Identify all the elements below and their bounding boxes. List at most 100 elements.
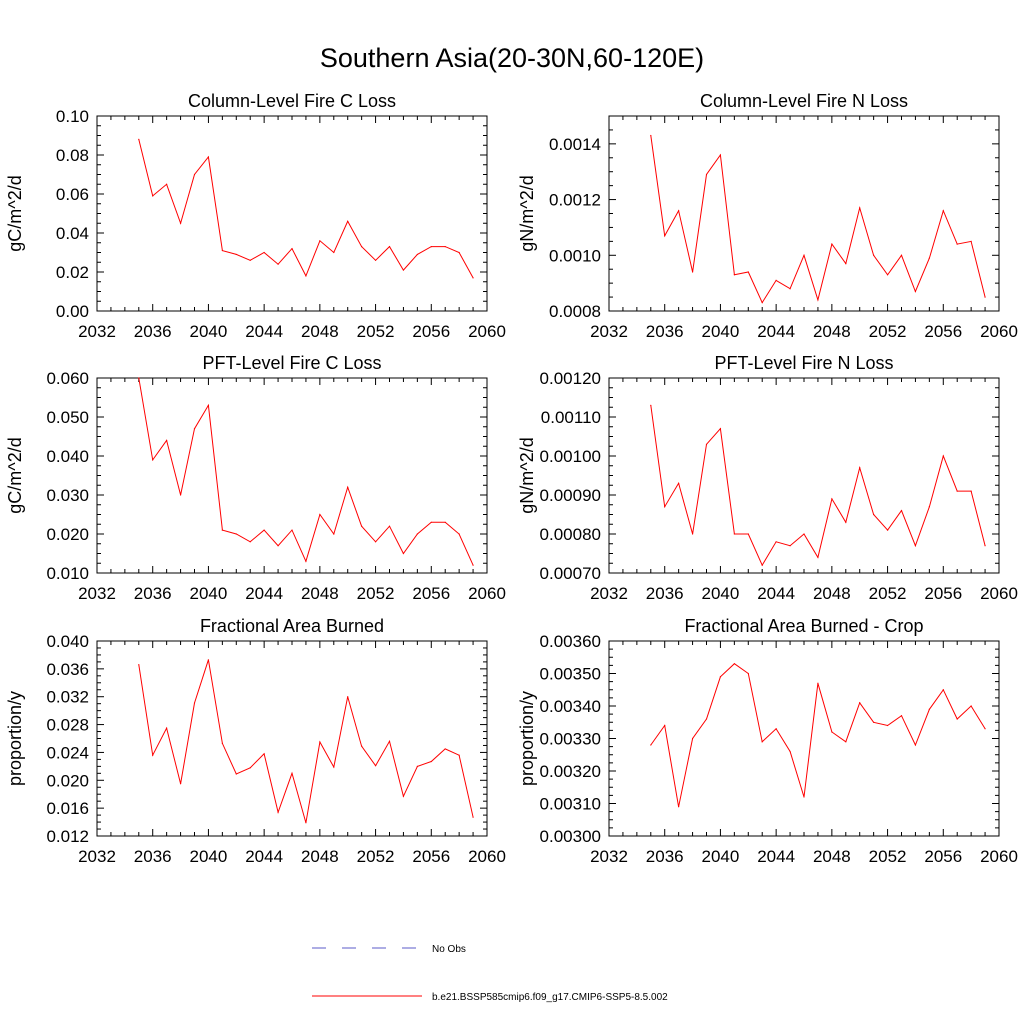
- data-point: [430, 760, 432, 763]
- plot-frame: [608, 115, 1000, 312]
- data-point: [235, 533, 237, 535]
- x-tick-label: 2044: [757, 847, 795, 866]
- x-tick-label: 2040: [190, 322, 228, 341]
- data-point: [152, 195, 154, 197]
- panel-2: Column-Level Fire N Loss gN/m^2/d 2032 2036…: [517, 91, 1018, 341]
- data-point: [984, 545, 986, 547]
- data-point: [733, 533, 735, 535]
- data-point: [361, 246, 363, 248]
- data-point: [678, 806, 680, 808]
- legend-label-model: b.e21.BSSP585cmip6.f09_g17.CMIP6-SSP5-8.…: [432, 992, 668, 1003]
- data-point: [691, 271, 694, 273]
- series-line: [650, 663, 986, 807]
- y-tick-label: 0.00340: [540, 697, 601, 716]
- data-point: [166, 727, 168, 729]
- y-axis-label: gC/m^2/d: [5, 175, 25, 251]
- x-tick-label: 2052: [357, 322, 395, 341]
- data-point: [664, 235, 666, 237]
- y-tick-label: 0.10: [56, 107, 89, 126]
- data-point: [347, 220, 349, 222]
- data-point: [817, 299, 819, 301]
- data-point: [138, 377, 140, 379]
- y-tick-label: 0.00360: [540, 632, 601, 651]
- data-point: [221, 249, 223, 252]
- data-point: [361, 525, 363, 527]
- x-tick-label: 2032: [78, 847, 116, 866]
- data-point: [319, 513, 321, 516]
- y-axis-label: gN/m^2/d: [517, 175, 537, 251]
- data-point: [859, 702, 861, 704]
- data-point: [845, 741, 847, 743]
- x-tick-label: 2048: [301, 584, 339, 603]
- x-tick-label: 2056: [412, 847, 450, 866]
- data-point: [719, 154, 722, 156]
- x-tick-label: 2032: [590, 584, 628, 603]
- data-point: [873, 513, 875, 516]
- data-point: [277, 263, 279, 265]
- data-point: [333, 533, 335, 535]
- data-point: [900, 254, 903, 256]
- y-tick-label: 0.060: [46, 369, 89, 388]
- x-tick-label: 2032: [590, 322, 628, 341]
- data-point: [747, 271, 749, 273]
- x-tick-label: 2048: [813, 847, 851, 866]
- y-tick-label: 0.00330: [540, 730, 601, 749]
- data-point: [166, 439, 168, 441]
- data-point: [263, 753, 265, 755]
- x-tick-label: 2060: [468, 322, 506, 341]
- panel-title: Column-Level Fire C Loss: [188, 91, 396, 111]
- plot-frame: [96, 377, 488, 574]
- data-point: [691, 533, 694, 535]
- y-tick-label: 0.024: [46, 743, 89, 762]
- panel-5: Fractional Area Burned proportion/y 2032 20…: [5, 616, 506, 866]
- data-point: [458, 533, 460, 535]
- data-point: [207, 404, 210, 406]
- data-point: [859, 467, 861, 469]
- panel-title: PFT-Level Fire N Loss: [714, 353, 893, 373]
- data-point: [691, 737, 694, 740]
- data-point: [388, 525, 391, 527]
- data-point: [678, 482, 680, 484]
- legend-label-no-obs: No Obs: [432, 944, 466, 955]
- data-point: [789, 545, 791, 547]
- x-tick-label: 2036: [646, 584, 684, 603]
- y-tick-label: 0.00310: [540, 795, 601, 814]
- data-point: [845, 263, 847, 265]
- x-tick-label: 2060: [980, 847, 1018, 866]
- y-tick-label: 0.016: [46, 799, 89, 818]
- data-point: [831, 498, 833, 500]
- panel-4: PFT-Level Fire N Loss gN/m^2/d 2032 2036 204…: [517, 353, 1018, 603]
- y-tick-label: 0.020: [46, 771, 89, 790]
- data-point: [831, 243, 833, 245]
- series-line: [138, 377, 474, 566]
- y-tick-label: 0.0014: [549, 135, 601, 154]
- data-point: [305, 275, 307, 277]
- panel-title: Fractional Area Burned - Crop: [684, 616, 923, 636]
- data-point: [831, 731, 833, 733]
- data-point: [138, 664, 140, 666]
- x-tick-label: 2048: [813, 584, 851, 603]
- y-tick-label: 0.028: [46, 716, 89, 735]
- data-point: [761, 302, 763, 304]
- data-point: [928, 257, 930, 259]
- series-line: [650, 135, 986, 304]
- data-point: [733, 663, 735, 665]
- data-point: [179, 494, 182, 496]
- data-point: [817, 556, 819, 559]
- data-point: [263, 251, 265, 254]
- x-tick-label: 2060: [980, 584, 1018, 603]
- data-point: [928, 506, 930, 508]
- data-point: [845, 521, 847, 523]
- data-point: [859, 207, 861, 209]
- data-point: [970, 705, 972, 707]
- x-tick-label: 2052: [869, 584, 907, 603]
- y-tick-label: 0.00070: [540, 564, 601, 583]
- data-point: [416, 533, 418, 535]
- data-point: [956, 718, 958, 720]
- data-point: [719, 428, 722, 430]
- x-tick-label: 2052: [869, 847, 907, 866]
- x-tick-label: 2060: [980, 322, 1018, 341]
- data-point: [207, 156, 210, 158]
- data-point: [664, 506, 666, 508]
